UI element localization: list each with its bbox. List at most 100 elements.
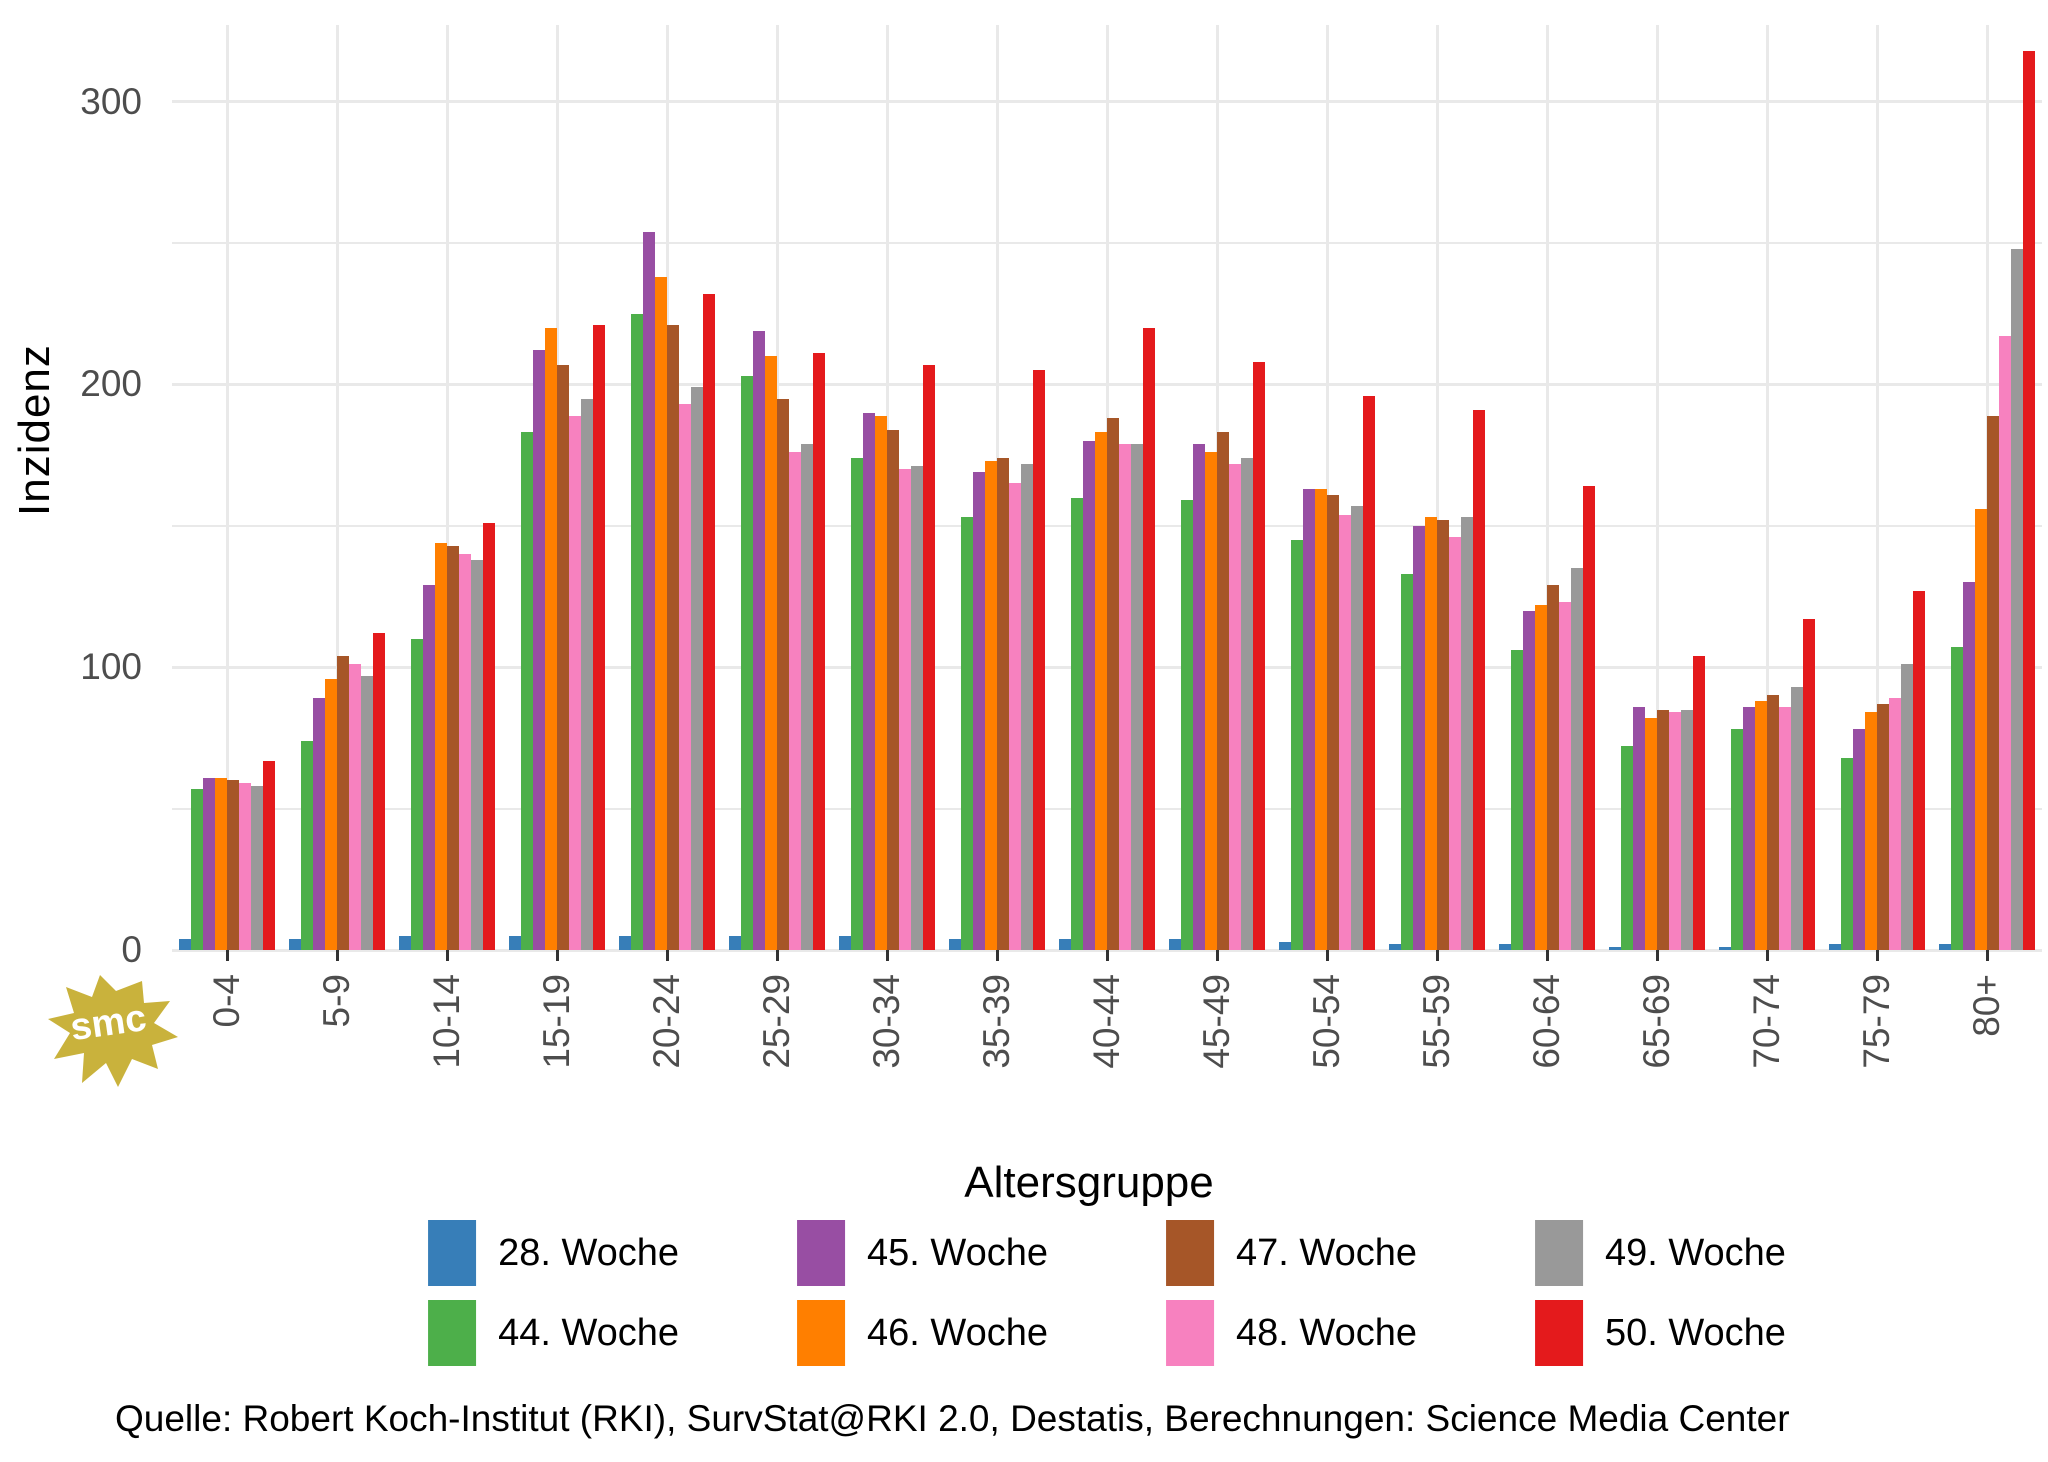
bar-46Woche-45-49: [1205, 452, 1217, 950]
bar-49Woche-75-79: [1901, 664, 1913, 950]
smc-logo: smc: [48, 975, 178, 1087]
x-tick-label: 55-59: [1416, 974, 1457, 1069]
bar-48Woche-50-54: [1339, 514, 1351, 950]
bar-44Woche-15-19: [521, 432, 533, 950]
bar-49Woche-60-64: [1571, 568, 1583, 950]
bar-50Woche-20-24: [703, 293, 715, 950]
bar-44Woche-55-59: [1401, 573, 1413, 950]
bar-28Woche-25-29: [729, 935, 741, 950]
bar-47Woche-20-24: [667, 325, 679, 950]
smc-logo-star: [48, 975, 178, 1087]
bar-47Woche-10-14: [447, 545, 459, 950]
legend-swatch: [797, 1220, 846, 1286]
bar-49Woche-35-39: [1021, 463, 1033, 950]
legend-swatch: [1534, 1220, 1583, 1286]
bar-28Woche-45-49: [1169, 938, 1181, 950]
x-tick-mark: [1215, 950, 1219, 961]
bar-44Woche-70-74: [1731, 729, 1743, 950]
bar-28Woche-40-44: [1059, 938, 1071, 950]
bar-49Woche-80+: [2011, 248, 2023, 950]
bar-group-50-54: [1272, 25, 1382, 950]
bar-46Woche-50-54: [1315, 489, 1327, 950]
gridline-vertical: [1435, 25, 1439, 950]
bar-28Woche-30-34: [839, 935, 851, 950]
bar-50Woche-30-34: [923, 364, 935, 950]
legend-label: 49. Woche: [1604, 1231, 1786, 1274]
bar-44Woche-80+: [1951, 647, 1963, 950]
x-tick-mark: [1545, 950, 1549, 961]
source-caption: Quelle: Robert Koch-Institut (RKI), Surv…: [115, 1398, 1790, 1439]
bar-44Woche-75-79: [1841, 757, 1853, 950]
bar-45Woche-50-54: [1303, 489, 1315, 950]
bar-45Woche-55-59: [1413, 525, 1425, 950]
x-tick-label: 0-4: [206, 974, 247, 1028]
bar-46Woche-65-69: [1645, 718, 1657, 950]
legend-column: 28. Woche 44. Woche: [428, 1218, 679, 1368]
bar-28Woche-35-39: [949, 938, 961, 950]
bar-50Woche-65-69: [1693, 655, 1705, 950]
bar-44Woche-5-9: [301, 740, 313, 950]
bar-45Woche-80+: [1963, 582, 1975, 950]
bar-50Woche-45-49: [1253, 361, 1265, 950]
bar-44Woche-10-14: [411, 638, 423, 950]
bar-28Woche-80+: [1939, 944, 1951, 950]
bar-50Woche-70-74: [1803, 619, 1815, 950]
bar-46Woche-80+: [1975, 508, 1987, 950]
bar-44Woche-40-44: [1071, 497, 1083, 950]
bar-49Woche-30-34: [911, 466, 923, 950]
x-tick-label: 75-79: [1856, 974, 1897, 1069]
x-tick-mark: [1765, 950, 1769, 961]
legend-item-46Woche: 46. Woche: [797, 1298, 1048, 1368]
bar-48Woche-65-69: [1669, 712, 1681, 950]
bar-45Woche-20-24: [643, 231, 655, 950]
legend-item-48Woche: 48. Woche: [1166, 1298, 1417, 1368]
x-tick-mark: [1325, 950, 1329, 961]
gridline-vertical: [225, 25, 229, 950]
x-tick-mark: [1985, 950, 1989, 961]
x-tick-label: 10-14: [426, 974, 467, 1069]
legend-label: 50. Woche: [1604, 1311, 1786, 1354]
gridline-vertical: [335, 25, 339, 950]
bar-group-10-14: [392, 25, 502, 950]
bar-45Woche-10-14: [423, 585, 435, 950]
bar-44Woche-45-49: [1181, 500, 1193, 950]
bar-49Woche-10-14: [471, 559, 483, 950]
bar-47Woche-65-69: [1657, 709, 1669, 950]
bar-44Woche-35-39: [961, 517, 973, 950]
y-tick-label: 0: [121, 929, 142, 970]
bar-group-15-19: [502, 25, 612, 950]
gridline-vertical: [1655, 25, 1659, 950]
x-tick-label: 25-29: [756, 974, 797, 1069]
bar-46Woche-15-19: [545, 327, 557, 950]
bar-47Woche-60-64: [1547, 585, 1559, 950]
bar-50Woche-55-59: [1473, 409, 1485, 950]
legend-item-45Woche: 45. Woche: [797, 1218, 1048, 1288]
bar-50Woche-50-54: [1363, 395, 1375, 950]
bar-49Woche-25-29: [801, 443, 813, 950]
y-tick-label: 300: [80, 80, 142, 122]
legend-column: 47. Woche 48. Woche: [1166, 1218, 1417, 1368]
x-tick-label: 40-44: [1086, 974, 1127, 1069]
bar-28Woche-20-24: [619, 935, 631, 950]
bar-44Woche-30-34: [851, 457, 863, 950]
bar-44Woche-50-54: [1291, 539, 1303, 950]
bar-47Woche-50-54: [1327, 494, 1339, 950]
y-tick-label: 200: [80, 363, 142, 405]
bar-48Woche-15-19: [569, 415, 581, 950]
x-tick-label: 80+: [1966, 974, 2007, 1037]
bar-28Woche-65-69: [1609, 947, 1621, 950]
legend-item-44Woche: 44. Woche: [428, 1298, 679, 1368]
legend-swatch: [1166, 1220, 1214, 1286]
bar-50Woche-60-64: [1583, 486, 1595, 950]
bar-50Woche-75-79: [1913, 590, 1925, 950]
bar-50Woche-15-19: [593, 325, 605, 950]
bar-45Woche-5-9: [313, 698, 325, 950]
x-tick-mark: [665, 950, 669, 961]
bar-46Woche-70-74: [1755, 701, 1767, 950]
bar-45Woche-15-19: [533, 350, 545, 950]
legend-item-47Woche: 47. Woche: [1166, 1218, 1417, 1288]
x-tick-label: 60-64: [1526, 974, 1567, 1069]
x-tick-label: 15-19: [536, 974, 577, 1069]
bar-46Woche-75-79: [1865, 712, 1877, 950]
bar-group-75-79: [1822, 25, 1932, 950]
